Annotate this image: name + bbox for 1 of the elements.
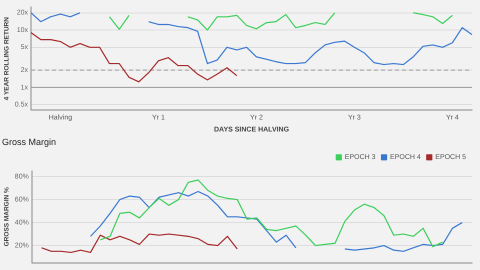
chart-title: Gross Margin (2, 136, 56, 147)
